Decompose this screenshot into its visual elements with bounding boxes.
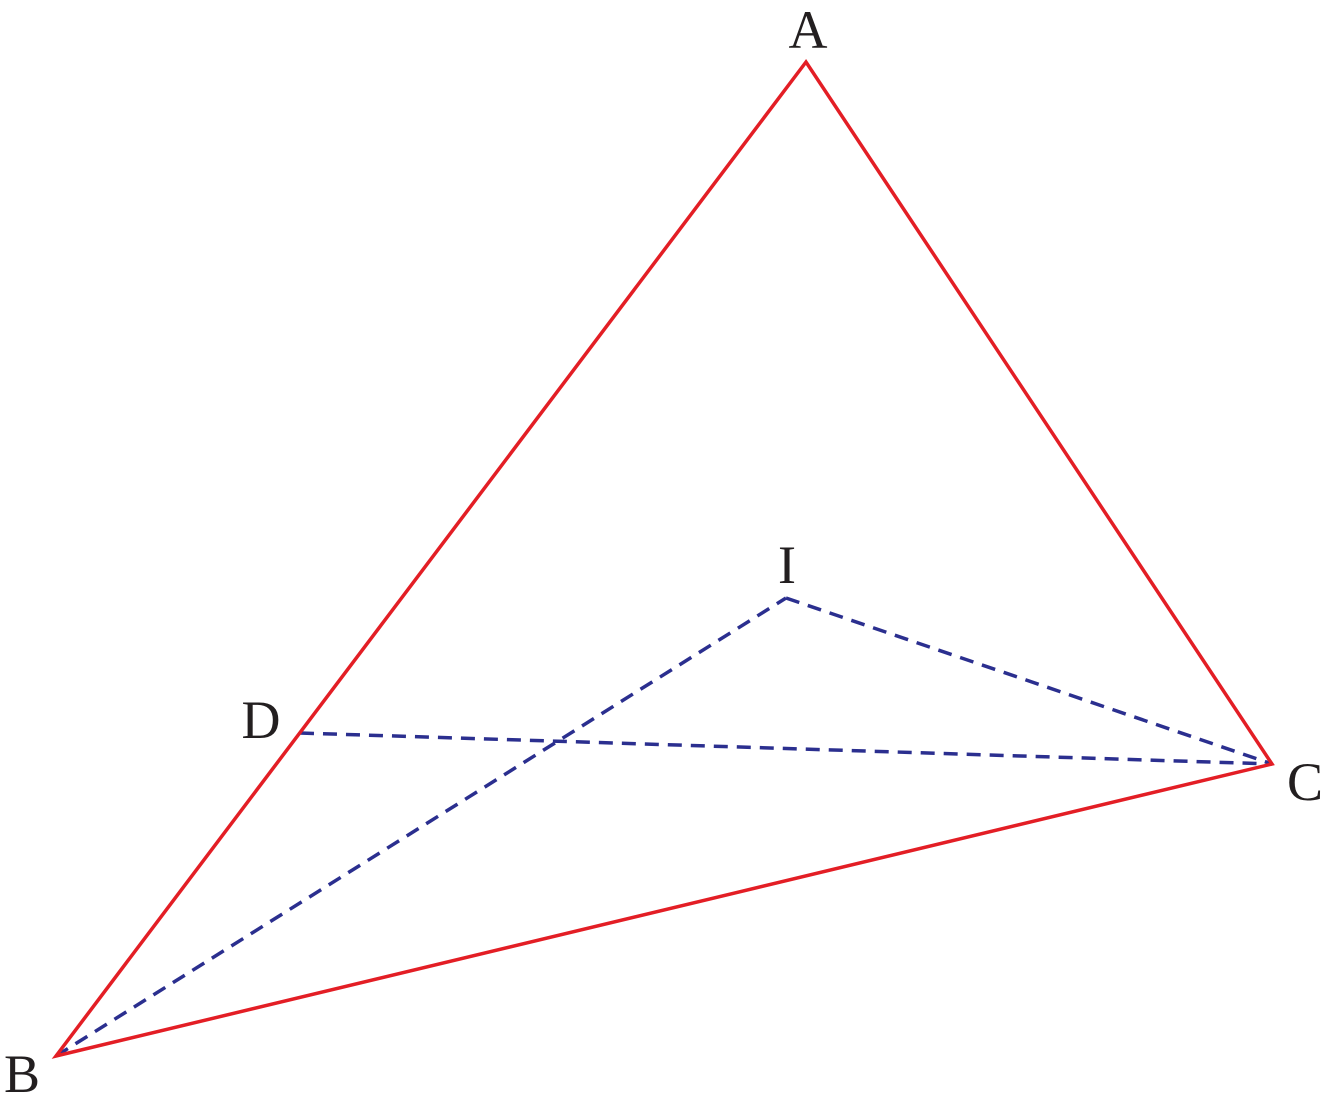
segment-dc — [299, 731, 1273, 766]
point-label: I — [778, 535, 796, 595]
segment-ic — [785, 596, 1273, 766]
point-label: A — [789, 0, 828, 60]
point-label: D — [242, 690, 281, 750]
triangle-abc — [51, 58, 1275, 1059]
point-label: B — [4, 1044, 40, 1096]
segment-bi — [55, 596, 787, 1058]
point-label: C — [1287, 752, 1323, 812]
